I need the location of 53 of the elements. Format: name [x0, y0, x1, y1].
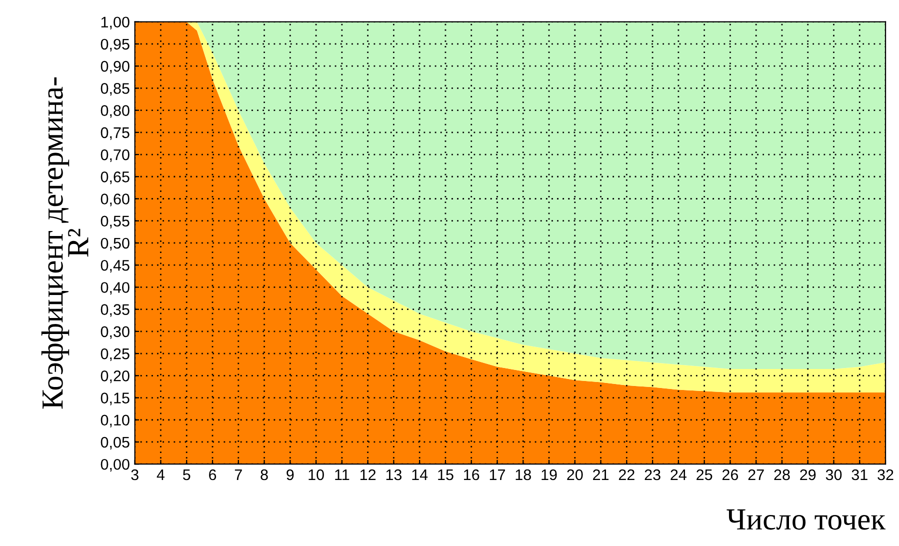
y-tick-label: 0,85 — [100, 83, 130, 96]
x-tick-label: 20 — [567, 469, 583, 480]
y-tick-label: 0,20 — [100, 370, 130, 384]
x-tick-label: 9 — [286, 469, 294, 480]
x-tick-label: 3 — [131, 469, 138, 480]
y-tick-label: 0,80 — [100, 105, 130, 118]
y-tick-label: 0,05 — [100, 436, 130, 450]
x-tick-label: 31 — [852, 469, 868, 480]
x-tick-label: 28 — [774, 469, 790, 480]
y-tick-label: 0,35 — [100, 304, 130, 317]
y-tick-label: 0,95 — [100, 38, 130, 52]
x-tick-label: 22 — [618, 469, 634, 480]
x-tick-label: 12 — [360, 469, 376, 480]
x-tick-label: 10 — [308, 469, 324, 480]
y-tick-label: 0,25 — [100, 348, 130, 362]
x-axis-title: Число точек — [726, 509, 886, 530]
x-tick-label: 15 — [438, 470, 454, 480]
y-axis-title: Коэффициент детермина- R² — [41, 77, 88, 409]
x-tick-label: 18 — [516, 469, 531, 480]
y-tick-label: 0,45 — [100, 260, 130, 273]
x-tick-label: 16 — [464, 469, 480, 480]
x-tick-label: 30 — [826, 469, 842, 480]
x-tick-label: 4 — [156, 470, 165, 480]
x-tick-label: 24 — [670, 469, 686, 480]
y-tick-label: 0,55 — [100, 216, 130, 228]
x-tick-label: 19 — [542, 469, 557, 480]
x-tick-label: 17 — [490, 470, 505, 480]
y-tick-label: 0,90 — [100, 60, 130, 74]
x-tick-label: 25 — [696, 469, 712, 480]
x-tick-label: 13 — [386, 469, 402, 480]
y-tick-label: 0,15 — [100, 392, 130, 406]
y-tick-label: 0,60 — [100, 194, 130, 206]
x-tick-label: 23 — [644, 469, 660, 480]
x-tick-label: 7 — [234, 470, 242, 480]
x-tick-label: 21 — [593, 469, 609, 480]
x-tick-label: 26 — [722, 469, 738, 480]
y-tick-label: 0,00 — [100, 458, 130, 472]
x-tick-label: 11 — [335, 470, 350, 480]
y-tick-label: 0,50 — [100, 238, 130, 250]
y-tick-label: 0,75 — [100, 127, 130, 140]
y-tick-label: 0,40 — [100, 282, 130, 295]
x-tick-label: 6 — [209, 469, 216, 480]
y-tick-label: 0,10 — [100, 414, 130, 428]
x-tick-label: 29 — [800, 469, 816, 480]
y-tick-label: 0,70 — [100, 149, 130, 162]
y-tick-label: 0,65 — [100, 172, 130, 184]
x-tick-label: 14 — [412, 470, 428, 480]
x-tick-label: 5 — [182, 470, 190, 480]
x-tick-label: 32 — [878, 469, 894, 480]
x-tick-label: 8 — [260, 469, 268, 480]
x-tick-label: 27 — [748, 469, 764, 480]
y-tick-label: 1,00 — [101, 16, 130, 30]
y-tick-label: 0,30 — [100, 326, 130, 339]
